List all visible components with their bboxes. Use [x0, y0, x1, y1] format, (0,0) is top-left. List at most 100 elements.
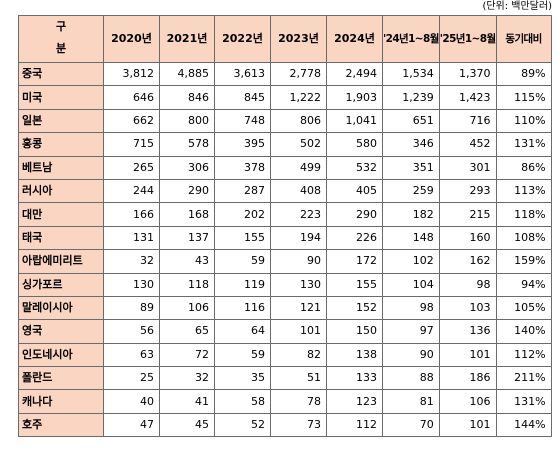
value-cell: 395 [214, 132, 271, 157]
value-cell: 4,885 [159, 61, 215, 87]
table-row: 폴란드 25 32 35 51 133 88 186 211% [18, 366, 552, 391]
value-cell: 148 [382, 225, 440, 251]
value-cell: 137 [159, 225, 215, 251]
value-cell: 108% [495, 225, 552, 251]
value-cell: 1,534 [382, 61, 440, 87]
value-cell: 70 [382, 412, 440, 438]
table-row: 아랍에미리트 32 43 59 90 172 102 162 159% [18, 249, 552, 274]
value-cell: 89% [495, 61, 552, 87]
value-cell: 136 [438, 319, 497, 344]
value-cell: 502 [270, 132, 327, 157]
value-cell: 130 [270, 272, 327, 297]
value-cell: 186 [438, 366, 497, 391]
gubun-top-label: 구 [55, 20, 67, 33]
value-cell: 578 [159, 132, 215, 157]
value-cell: 3,613 [214, 61, 271, 87]
country-cell: 중국 [18, 61, 104, 87]
value-cell: 265 [103, 155, 160, 180]
country-cell: 인도네시아 [18, 342, 104, 368]
value-cell: 306 [159, 155, 215, 180]
column-header: 2022년 [214, 15, 271, 63]
value-cell: 94% [495, 272, 552, 297]
value-cell: 56 [103, 319, 160, 344]
value-cell: 115% [495, 85, 552, 110]
value-cell: 2,778 [270, 61, 327, 87]
table-row: 영국 56 65 64 101 150 97 136 140% [18, 319, 552, 344]
value-cell: 662 [103, 108, 160, 134]
column-header: 2023년 [270, 15, 327, 63]
value-cell: 166 [103, 202, 160, 227]
value-cell: 32 [103, 249, 160, 274]
table-row: 홍콩 715 578 395 502 580 346 452 131% [18, 132, 552, 157]
table-row: 호주 47 45 52 73 112 70 101 144% [18, 412, 552, 438]
country-cell: 캐나다 [18, 389, 104, 414]
country-cell: 태국 [18, 225, 104, 251]
value-cell: 293 [438, 178, 497, 204]
column-header: 2020년 [103, 15, 160, 63]
value-cell: 1,903 [326, 85, 383, 110]
value-cell: 452 [438, 132, 497, 157]
table-body: 구 분 2020년 2021년 2022년 2023년 2024년 '24년1~… [18, 15, 552, 438]
value-cell: 1,370 [438, 61, 497, 87]
value-cell: 138 [326, 342, 383, 368]
value-cell: 152 [326, 295, 383, 321]
table-row: 태국 131 137 155 194 226 148 160 108% [18, 225, 552, 251]
value-cell: 103 [438, 295, 497, 321]
value-cell: 43 [159, 249, 215, 274]
value-cell: 532 [326, 155, 383, 180]
value-cell: 113% [495, 178, 552, 204]
value-cell: 121 [270, 295, 327, 321]
country-cell: 대만 [18, 202, 104, 227]
export-table: 구 분 2020년 2021년 2022년 2023년 2024년 '24년1~… [18, 15, 552, 438]
value-cell: 65 [159, 319, 215, 344]
value-cell: 202 [214, 202, 271, 227]
value-cell: 806 [270, 108, 327, 134]
value-cell: 405 [326, 178, 383, 204]
table-row: 미국 646 846 845 1,222 1,903 1,239 1,423 115% [18, 85, 552, 110]
table-row: 싱가포르 130 118 119 130 155 104 98 94% [18, 272, 552, 297]
header-row: 구 분 2020년 2021년 2022년 2023년 2024년 '24년1~… [18, 15, 552, 63]
value-cell: 1,222 [270, 85, 327, 110]
value-cell: 646 [103, 85, 160, 110]
value-cell: 47 [103, 412, 160, 438]
unit-note: (단위: 백만달러) [482, 1, 552, 12]
value-cell: 162 [438, 249, 497, 274]
value-cell: 119 [214, 272, 271, 297]
value-cell: 73 [270, 412, 327, 438]
value-cell: 290 [159, 178, 215, 204]
country-cell: 러시아 [18, 178, 104, 204]
value-cell: 715 [103, 132, 160, 157]
country-cell: 아랍에미리트 [18, 249, 104, 274]
gubun-header-cell: 구 분 [18, 15, 104, 63]
value-cell: 104 [382, 272, 440, 297]
value-cell: 259 [382, 178, 440, 204]
value-cell: 97 [382, 319, 440, 344]
value-cell: 101 [438, 412, 497, 438]
value-cell: 846 [159, 85, 215, 110]
value-cell: 2,494 [326, 61, 383, 87]
value-cell: 106 [438, 389, 497, 414]
value-cell: 800 [159, 108, 215, 134]
value-cell: 499 [270, 155, 327, 180]
value-cell: 118% [495, 202, 552, 227]
gubun-bottom-label: 분 [55, 42, 67, 55]
country-cell: 미국 [18, 85, 104, 110]
value-cell: 58 [214, 389, 271, 414]
value-cell: 1,239 [382, 85, 440, 110]
value-cell: 150 [326, 319, 383, 344]
value-cell: 52 [214, 412, 271, 438]
value-cell: 78 [270, 389, 327, 414]
country-cell: 싱가포르 [18, 272, 104, 297]
value-cell: 90 [270, 249, 327, 274]
value-cell: 194 [270, 225, 327, 251]
value-cell: 168 [159, 202, 215, 227]
value-cell: 98 [438, 272, 497, 297]
value-cell: 130 [103, 272, 160, 297]
value-cell: 59 [214, 342, 271, 368]
value-cell: 116 [214, 295, 271, 321]
column-header: 2021년 [159, 15, 215, 63]
value-cell: 1,423 [438, 85, 497, 110]
value-cell: 81 [382, 389, 440, 414]
value-cell: 301 [438, 155, 497, 180]
table-row: 인도네시아 63 72 59 82 138 90 101 112% [18, 342, 552, 368]
